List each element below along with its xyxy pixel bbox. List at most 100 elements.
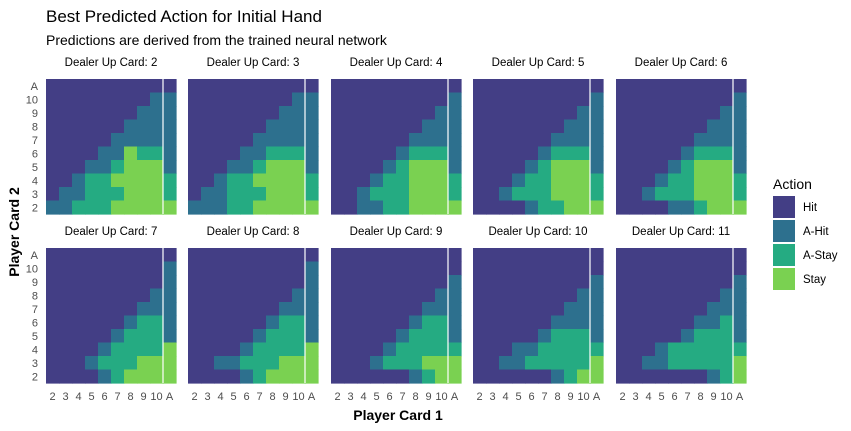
- heatmap-cell: [46, 302, 60, 317]
- heatmap-cell: [188, 187, 202, 202]
- heatmap-cell: [383, 92, 397, 107]
- heatmap-cell: [564, 288, 578, 303]
- heatmap-cell: [422, 288, 436, 303]
- heatmap-cell: [422, 369, 436, 384]
- heatmap-cell: [486, 146, 500, 161]
- heatmap-cell: [499, 248, 513, 263]
- heatmap-cell: [163, 173, 177, 188]
- heatmap-cell: [486, 106, 500, 121]
- heatmap-cell: [344, 342, 358, 357]
- heatmap-cell: [577, 342, 591, 357]
- heatmap-cell: [473, 200, 487, 215]
- heatmap-cell: [694, 106, 708, 121]
- heatmap-cell: [512, 79, 526, 94]
- heatmap-cell: [266, 187, 280, 202]
- x-tick-label: 4: [502, 391, 508, 403]
- heatmap-cell: [486, 288, 500, 303]
- heatmap-cell: [253, 79, 267, 94]
- heatmap-cell: [499, 275, 513, 290]
- heatmap-cell: [188, 342, 202, 357]
- heatmap-cell: [253, 248, 267, 263]
- heatmap-cell: [720, 187, 734, 202]
- heatmap-cell: [279, 92, 293, 107]
- heatmap-cell: [422, 106, 436, 121]
- heatmap-cell: [616, 133, 630, 148]
- y-tick-label: 7: [32, 304, 38, 316]
- heatmap-cell: [551, 200, 565, 215]
- heatmap-cell: [240, 369, 254, 384]
- x-tick-label: 4: [645, 391, 651, 403]
- x-tick-label: 5: [88, 391, 94, 403]
- heatmap-cell: [422, 119, 436, 134]
- heatmap-cell: [357, 369, 371, 384]
- heatmap-cell: [137, 79, 151, 94]
- heatmap-cell: [681, 146, 695, 161]
- heatmap-cell: [473, 187, 487, 202]
- heatmap-cell: [733, 369, 747, 384]
- heatmap-cell: [590, 187, 604, 202]
- heatmap-cell: [486, 356, 500, 371]
- heatmap-cell: [707, 329, 721, 344]
- heatmap-cell: [98, 261, 112, 276]
- heatmap-cell: [499, 329, 513, 344]
- heatmap-cell: [525, 106, 539, 121]
- heatmap-cell: [163, 288, 177, 303]
- heatmap-cell: [357, 146, 371, 161]
- x-tick-label: 4: [360, 391, 366, 403]
- heatmap-cell: [486, 315, 500, 330]
- heatmap-cell: [694, 356, 708, 371]
- heatmap-cell: [111, 302, 125, 317]
- heatmap-cell: [72, 248, 86, 263]
- heatmap-cell: [137, 288, 151, 303]
- heatmap-cell: [227, 302, 241, 317]
- heatmap-cell: [46, 133, 60, 148]
- heatmap-cell: [201, 315, 215, 330]
- heatmap-cell: [499, 146, 513, 161]
- heatmap-cell: [188, 315, 202, 330]
- heatmap-cell: [551, 315, 565, 330]
- heatmap-cell: [720, 288, 734, 303]
- heatmap-cell: [525, 315, 539, 330]
- heatmap-cell: [331, 288, 345, 303]
- heatmap-cell: [590, 92, 604, 107]
- heatmap-cell: [266, 92, 280, 107]
- heatmap-cell: [137, 329, 151, 344]
- heatmap-cell: [577, 92, 591, 107]
- heatmap-cell: [435, 315, 449, 330]
- heatmap-cell: [720, 356, 734, 371]
- y-tick-label: 8: [32, 121, 38, 133]
- heatmap-cell: [435, 187, 449, 202]
- heatmap-cell: [188, 79, 202, 94]
- heatmap-cell: [46, 315, 60, 330]
- heatmap-cell: [124, 119, 138, 134]
- heatmap-cell: [396, 106, 410, 121]
- heatmap-cell: [655, 187, 669, 202]
- x-tick-label: 8: [697, 391, 703, 403]
- heatmap-cell: [655, 160, 669, 175]
- heatmap-cell: [214, 133, 228, 148]
- heatmap-cell: [655, 146, 669, 161]
- heatmap-cell: [85, 106, 99, 121]
- heatmap-cell: [253, 356, 267, 371]
- heatmap-cell: [72, 329, 86, 344]
- heatmap-cell: [85, 329, 99, 344]
- x-tick-label: 7: [684, 391, 690, 403]
- heatmap-cell: [448, 302, 462, 317]
- facet-panel: Dealer Up Card: 6: [616, 57, 747, 215]
- heatmap-cell: [668, 342, 682, 357]
- heatmap-cell: [681, 261, 695, 276]
- heatmap-cell: [253, 342, 267, 357]
- heatmap-cell: [422, 187, 436, 202]
- y-tick-label: A: [31, 250, 39, 262]
- heatmap-cell: [655, 329, 669, 344]
- heatmap-cell: [422, 160, 436, 175]
- heatmap-cell: [435, 133, 449, 148]
- heatmap-cell: [150, 173, 164, 188]
- heatmap-cell: [383, 146, 397, 161]
- heatmap-cell: [98, 302, 112, 317]
- heatmap-cell: [46, 248, 60, 263]
- heatmap-cell: [733, 187, 747, 202]
- heatmap-cell: [383, 133, 397, 148]
- heatmap-cell: [590, 342, 604, 357]
- heatmap-cell: [292, 160, 306, 175]
